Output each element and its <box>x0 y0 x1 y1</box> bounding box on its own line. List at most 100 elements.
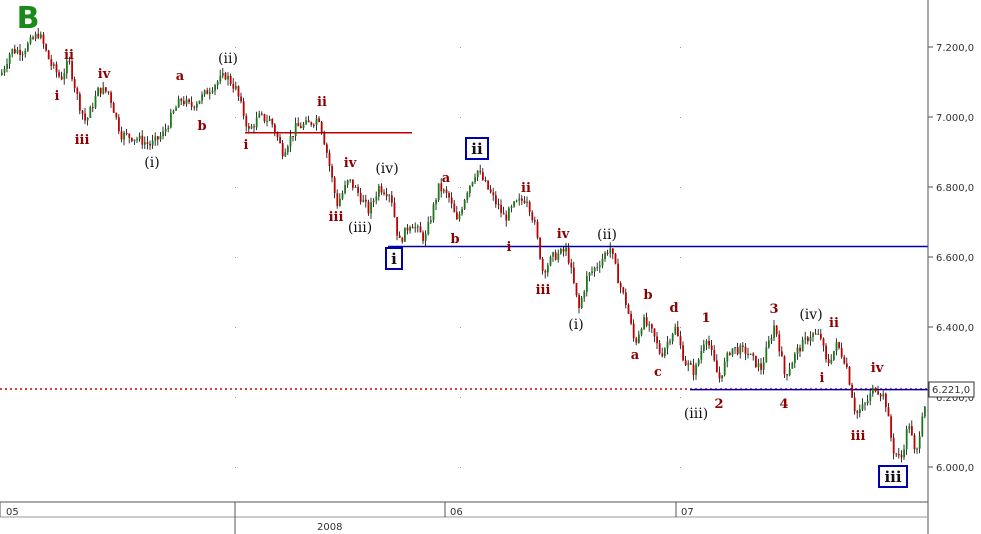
candle-up <box>222 73 224 76</box>
candle-down <box>42 34 45 45</box>
candle-down <box>422 232 424 241</box>
candle-up <box>24 50 27 55</box>
candle-down <box>232 83 235 89</box>
candle-up <box>515 200 518 202</box>
wave-label: i <box>244 138 249 153</box>
candle-down <box>677 326 679 337</box>
candle-down <box>237 86 240 97</box>
candle-down <box>380 186 383 193</box>
boxed-wave-label: iii <box>884 468 901 486</box>
candle-up <box>809 336 812 342</box>
candle-down <box>840 347 843 357</box>
candle-down <box>617 263 619 284</box>
candle-down <box>562 248 565 252</box>
candle-up <box>796 347 799 354</box>
candle-up <box>510 206 513 209</box>
y-axis-ticks: 6.000,0 6.200,0 6.400,0 6.600,0 6.800,0 7.000… <box>928 43 974 474</box>
candle-down <box>716 360 718 373</box>
grid-dots <box>235 47 681 468</box>
boxed-wave-label: i <box>391 250 397 268</box>
candle-up <box>882 393 885 397</box>
candle-up <box>723 361 726 376</box>
candle-up <box>164 129 167 132</box>
candle-down <box>505 214 508 221</box>
candle-down <box>81 110 84 114</box>
grid-dot <box>680 117 681 118</box>
candle-up <box>908 426 911 430</box>
candle-down <box>658 343 661 354</box>
grid-dot <box>680 467 681 468</box>
candle-up <box>211 90 214 93</box>
candle-up <box>409 227 411 231</box>
wave-label: a <box>631 348 640 363</box>
candle-down <box>900 454 903 458</box>
candle-up <box>89 107 92 118</box>
candle-up <box>583 291 586 298</box>
wave-label: i <box>55 89 60 104</box>
candle-up <box>1 72 3 75</box>
candle-up <box>53 64 55 66</box>
candle-down <box>632 323 635 339</box>
candle-down <box>479 170 482 173</box>
candle-down <box>879 394 882 397</box>
candle-down <box>190 102 193 107</box>
grid-dot <box>235 467 236 468</box>
candle-up <box>461 209 463 215</box>
candle-up <box>94 96 97 108</box>
candle-down <box>118 117 120 132</box>
candle-down <box>612 248 614 254</box>
candle-down <box>619 283 622 288</box>
candle-up <box>835 342 838 351</box>
candle-up <box>700 350 703 360</box>
candle-down <box>877 391 879 395</box>
candle-up <box>177 98 180 108</box>
candle-up <box>666 341 669 349</box>
candle-down <box>50 59 53 66</box>
candle-up <box>40 34 42 38</box>
candle-down <box>622 287 625 293</box>
y-tick-label: 6.000,0 <box>936 463 974 474</box>
candle-up <box>788 368 791 376</box>
candle-down <box>760 363 762 370</box>
candle-up <box>235 86 237 89</box>
candle-down <box>799 347 801 352</box>
wave-label: iv <box>871 361 884 376</box>
candle-down <box>892 437 895 454</box>
candle-up <box>697 359 700 366</box>
candle-up <box>466 192 469 200</box>
candle-up <box>731 348 734 355</box>
wave-label: iii <box>75 133 90 148</box>
candle-down <box>651 324 653 329</box>
candle-down <box>523 200 526 203</box>
candle-down <box>755 355 757 368</box>
candle-up <box>734 347 736 349</box>
candle-up <box>268 119 271 121</box>
candle-down <box>411 227 414 229</box>
candle-down <box>495 195 497 205</box>
wave-box <box>878 465 908 488</box>
wave-label: 1 <box>701 311 710 326</box>
candle-down <box>846 363 848 368</box>
candle-up <box>154 136 157 141</box>
candle-down <box>110 92 112 103</box>
candle-down <box>105 87 107 92</box>
candle-up <box>11 48 14 55</box>
candle-up <box>638 334 640 343</box>
candle-down <box>625 292 627 305</box>
candle-up <box>250 126 253 129</box>
candle-up <box>209 92 211 95</box>
candle-down <box>323 132 326 145</box>
candle-down <box>752 353 755 356</box>
candle-up <box>739 345 742 355</box>
y-tick-label: 7.000,0 <box>936 113 974 124</box>
candle-down <box>744 346 747 354</box>
candle-down <box>747 353 749 355</box>
candle-up <box>196 103 198 108</box>
candle-up <box>474 177 476 182</box>
wave-box <box>465 137 489 160</box>
candle-down <box>887 407 890 417</box>
candle-down <box>14 48 16 54</box>
candle-up <box>346 180 349 186</box>
candle-down <box>274 124 276 133</box>
